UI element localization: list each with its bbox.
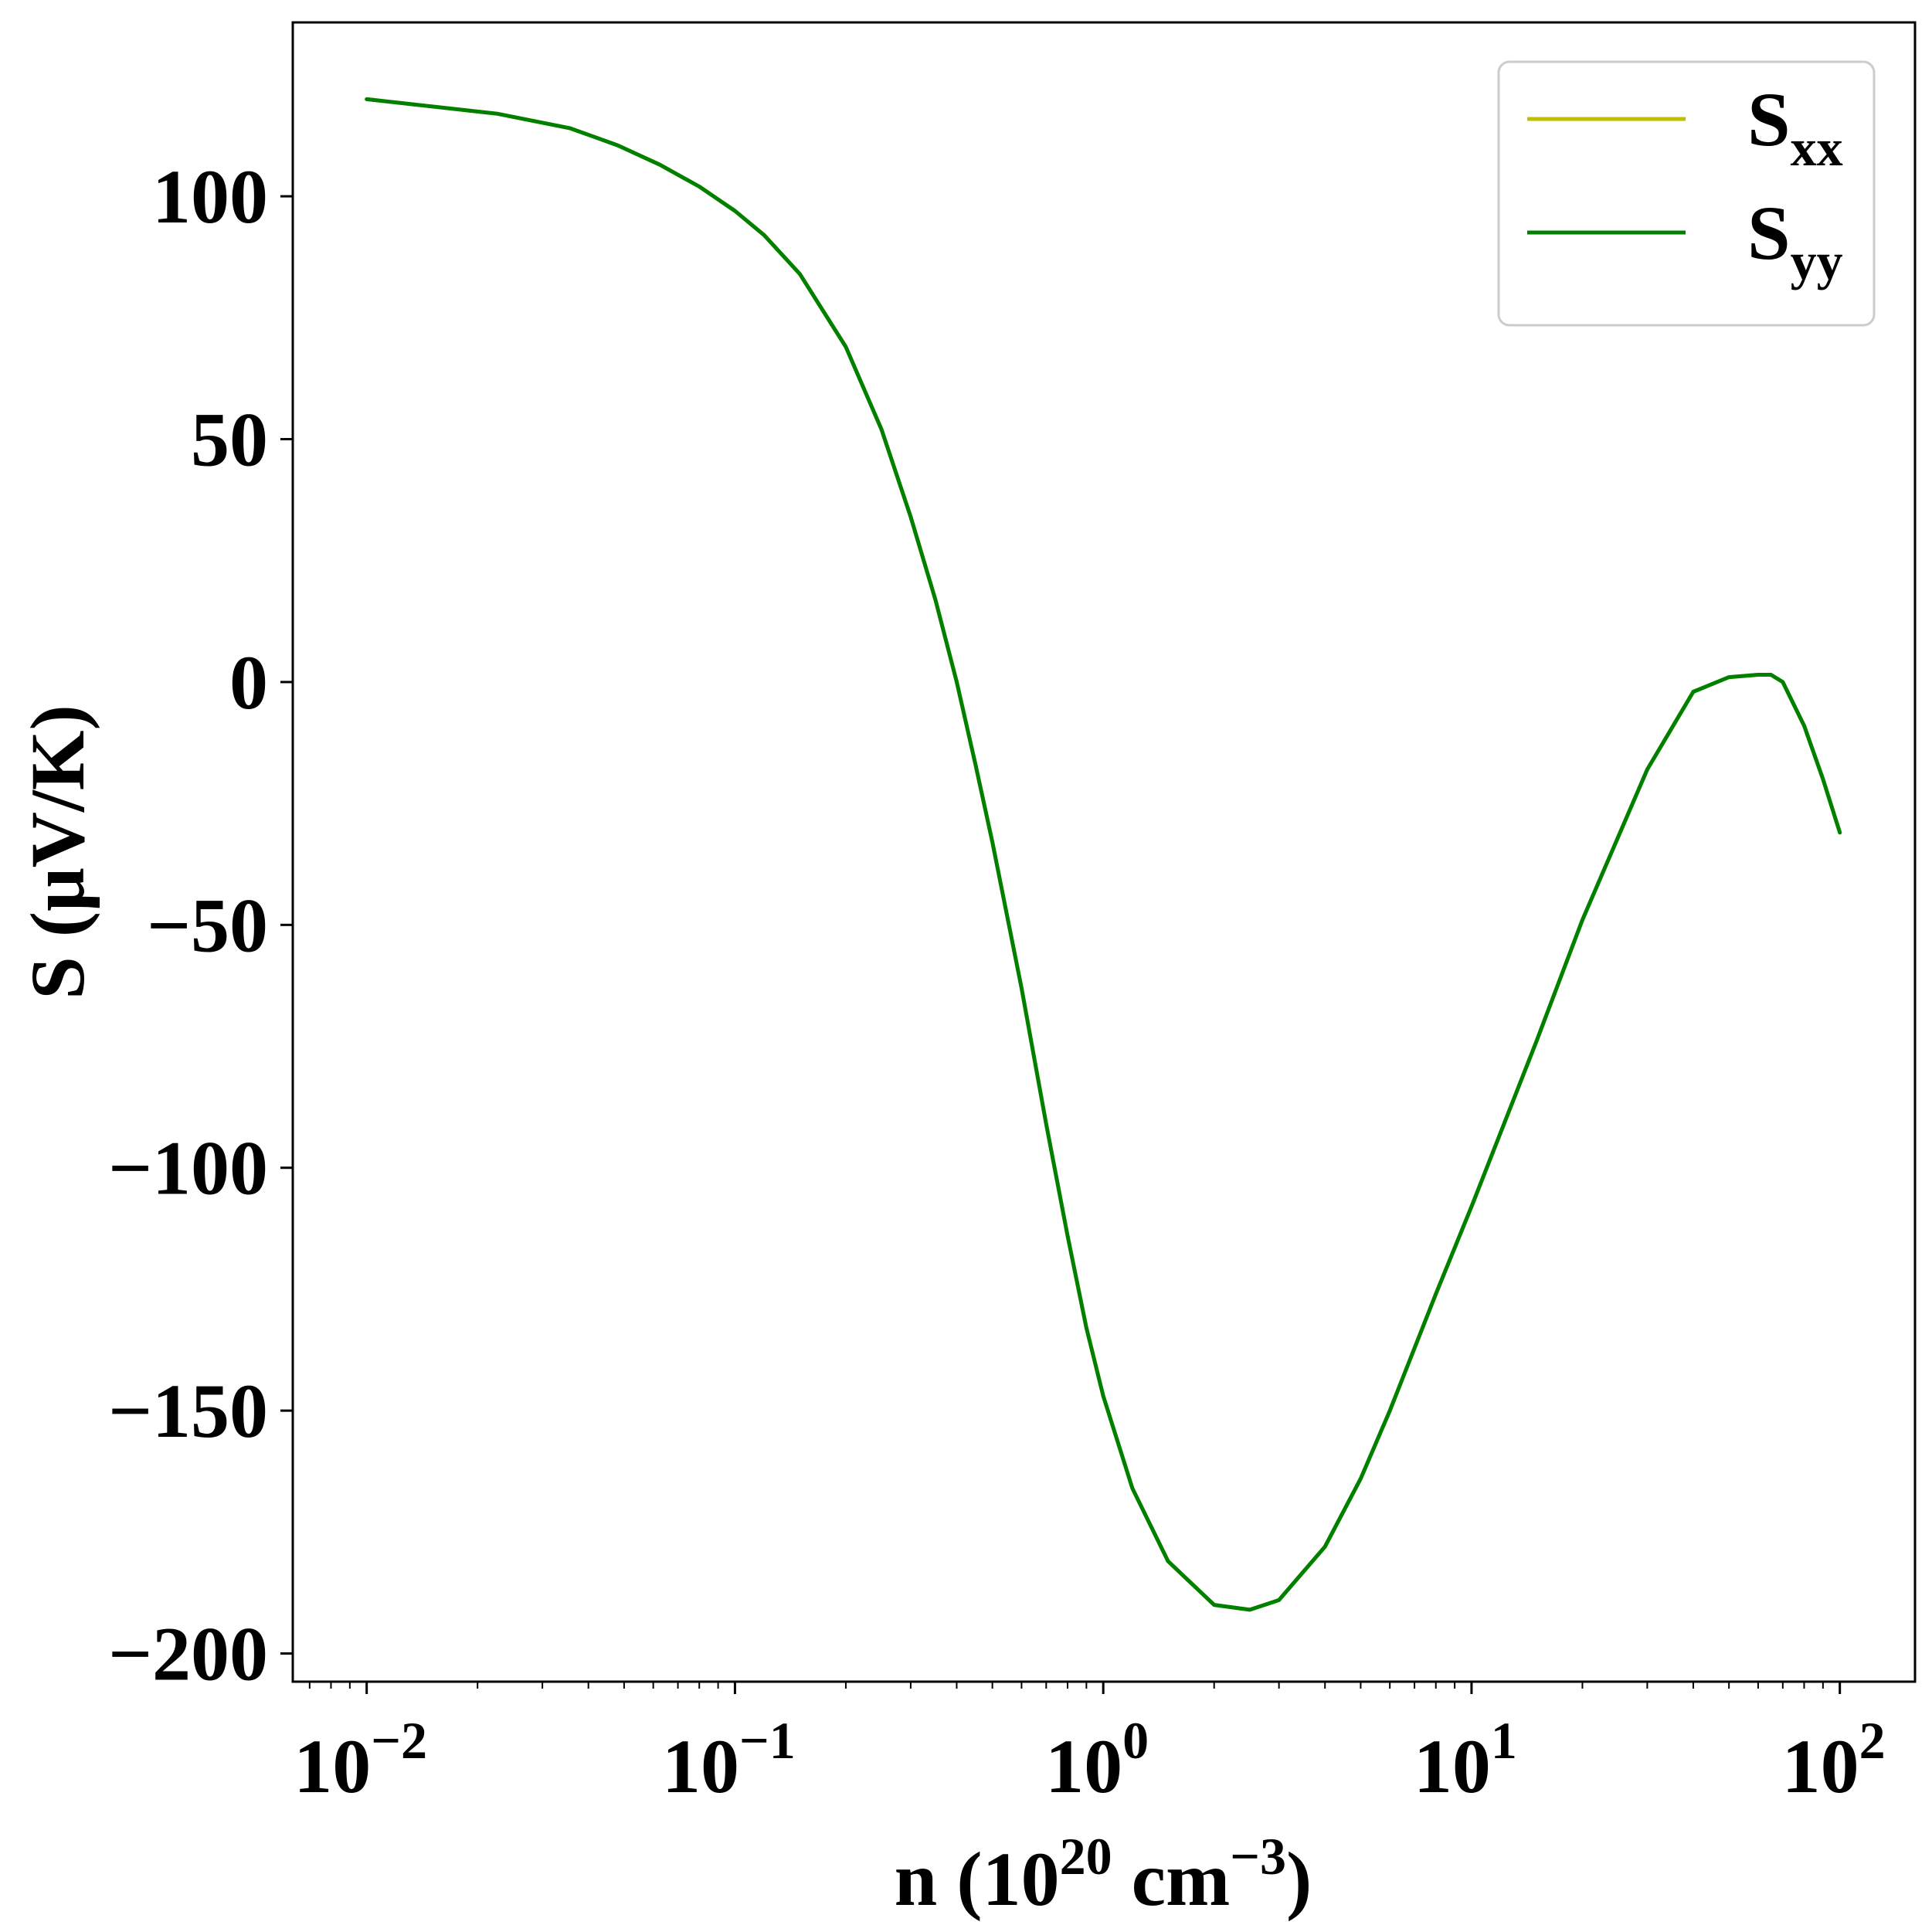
series-layer	[365, 97, 1842, 1612]
x-tick-label: 10−1	[662, 1711, 796, 1809]
y-tick-label: 100	[152, 154, 268, 239]
x-axis-label-sup1: 20	[1060, 1827, 1112, 1886]
legend-label-sxx-sub: xx	[1791, 118, 1843, 177]
x-tick-label: 100	[1045, 1711, 1149, 1809]
y-tick-label: −50	[147, 882, 268, 968]
x-tick-label: 102	[1782, 1711, 1886, 1809]
legend-label-syy: Syy	[1747, 190, 1843, 290]
x-tick-label-base: 10	[1414, 1723, 1491, 1809]
x-tick-label-base: 10	[1782, 1723, 1859, 1809]
x-tick-label: 101	[1414, 1711, 1517, 1809]
x-tick-label-base: 10	[662, 1723, 739, 1809]
x-tick-label-exp: −2	[371, 1711, 427, 1770]
x-tick-label-exp: 1	[1491, 1711, 1517, 1770]
x-axis: 10−2 10−1 100 101 102	[294, 1682, 1886, 1809]
legend-label-sxx-base: S	[1747, 76, 1791, 162]
x-axis-label-sup2: −3	[1230, 1827, 1286, 1886]
x-tick-label-exp: 0	[1122, 1711, 1149, 1770]
x-tick-label-base: 10	[1045, 1723, 1122, 1809]
y-axis: 100 50 0 −50 −100 −150 −200	[108, 154, 293, 1697]
x-axis-label-end: )	[1286, 1836, 1312, 1922]
x-tick-label-exp: 2	[1859, 1711, 1886, 1770]
y-axis-label: S (μV/K)	[15, 704, 100, 1000]
legend-label-sxx: Sxx	[1747, 76, 1843, 177]
y-tick-label: 0	[229, 640, 268, 725]
x-tick-label: 10−2	[294, 1711, 427, 1809]
series-line-syy	[365, 97, 1842, 1612]
legend: Sxx Syy	[1497, 60, 1876, 327]
x-axis-label-mid: cm	[1112, 1836, 1231, 1922]
y-tick-label: 50	[191, 397, 268, 483]
y-tick-label: −150	[108, 1368, 268, 1454]
x-axis-label: n (1020 cm−3)	[895, 1827, 1312, 1922]
y-tick-label: −100	[108, 1125, 268, 1211]
legend-frame	[1497, 60, 1876, 327]
x-tick-label-exp: −1	[739, 1711, 796, 1770]
legend-label-syy-base: S	[1747, 190, 1791, 276]
x-tick-label-base: 10	[294, 1723, 371, 1809]
y-tick-label: −200	[108, 1611, 268, 1697]
x-axis-label-main: n (10	[895, 1836, 1060, 1922]
legend-label-syy-sub: yy	[1791, 232, 1843, 290]
